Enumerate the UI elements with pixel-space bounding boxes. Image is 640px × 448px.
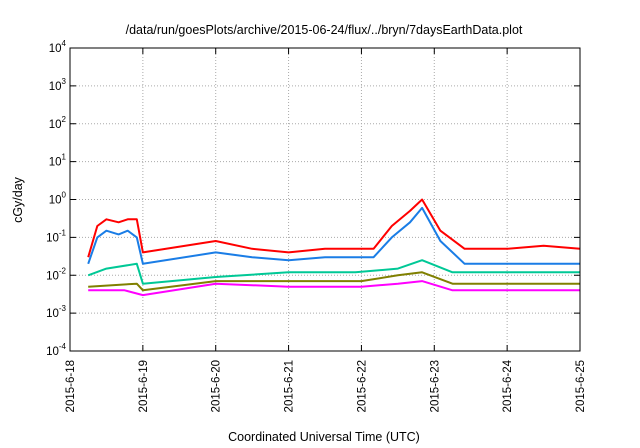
y-tick-label: 103 <box>49 77 67 93</box>
chart-title: /data/run/goesPlots/archive/2015-06-24/f… <box>126 23 523 37</box>
x-tick-label: 2015-6-23 <box>429 360 441 412</box>
y-tick-label: 10-1 <box>46 228 66 244</box>
x-axis-label: Coordinated Universal Time (UTC) <box>228 430 420 444</box>
series-4-line <box>88 271 580 292</box>
x-tick-label: 2015-6-18 <box>65 360 77 412</box>
y-tick-label: 10-2 <box>46 266 66 282</box>
series-3-line <box>87 259 580 285</box>
x-tick-label: 2015-6-20 <box>211 360 223 412</box>
grid <box>70 48 580 351</box>
y-tick-label: 100 <box>49 191 67 207</box>
x-tick-label: 2015-6-22 <box>356 360 368 412</box>
x-tick-label: 2015-6-19 <box>138 360 150 412</box>
y-tick-label: 104 <box>49 39 67 55</box>
y-axis-label: cGy/day <box>11 176 25 223</box>
x-tick-label: 2015-6-25 <box>575 360 587 412</box>
y-tick-label: 10-3 <box>46 304 66 320</box>
x-tick-label: 2015-6-24 <box>502 359 514 412</box>
series-2-line <box>87 206 580 265</box>
y-tick-label: 102 <box>49 115 67 131</box>
x-tick-labels: 2015-6-18 2015-6-19 2015-6-20 2015-6-21 2015… <box>65 48 587 412</box>
x-tick-label: 2015-6-21 <box>284 360 296 412</box>
series-5-line <box>88 280 580 297</box>
y-tick-label: 101 <box>49 153 67 169</box>
y-tick-label: 10-4 <box>46 342 66 358</box>
series-1-line <box>87 198 581 258</box>
y-tick-labels: 10-4 10-3 10-2 10-1 100 101 102 103 104 <box>46 39 580 358</box>
series-layer <box>87 198 581 297</box>
